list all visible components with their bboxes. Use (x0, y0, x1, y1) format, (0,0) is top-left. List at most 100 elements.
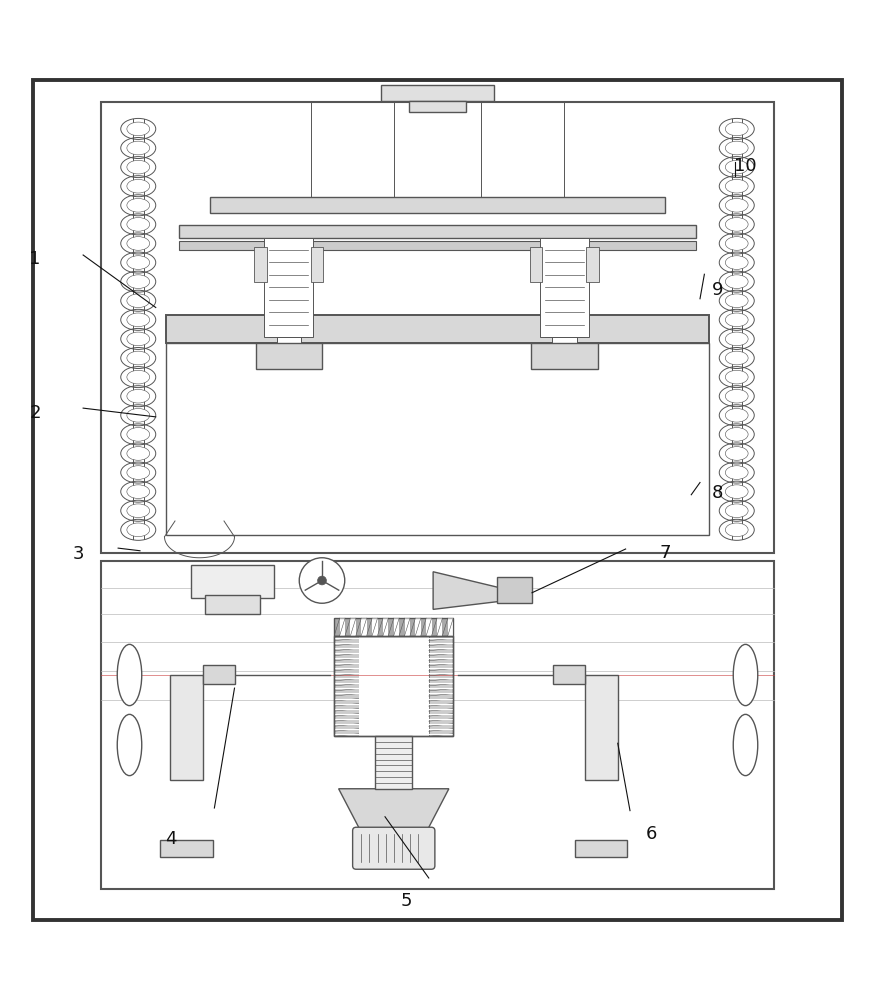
Circle shape (299, 558, 345, 603)
Bar (166, 314, 709, 342)
Ellipse shape (725, 447, 748, 460)
Ellipse shape (117, 714, 142, 776)
Ellipse shape (127, 237, 150, 250)
Bar (375, 736, 412, 789)
Ellipse shape (725, 198, 748, 212)
Polygon shape (394, 618, 399, 636)
Ellipse shape (127, 294, 150, 308)
Ellipse shape (127, 122, 150, 136)
Text: 1: 1 (30, 250, 41, 268)
Ellipse shape (127, 523, 150, 537)
Polygon shape (367, 618, 372, 636)
Bar (530, 247, 542, 282)
Bar (179, 241, 696, 250)
Ellipse shape (725, 523, 748, 537)
Polygon shape (372, 618, 377, 636)
Text: 10: 10 (734, 157, 757, 175)
Bar (497, 577, 532, 603)
Bar (276, 337, 301, 359)
Text: 4: 4 (164, 830, 177, 848)
Ellipse shape (127, 256, 150, 269)
Text: 7: 7 (659, 544, 671, 562)
Ellipse shape (725, 370, 748, 384)
Bar (191, 565, 274, 598)
Ellipse shape (127, 485, 150, 498)
Bar (255, 342, 322, 369)
Ellipse shape (733, 644, 758, 706)
Bar (101, 561, 774, 889)
Text: 5: 5 (400, 892, 412, 910)
Text: 9: 9 (711, 281, 724, 299)
FancyBboxPatch shape (353, 827, 435, 869)
Ellipse shape (725, 122, 748, 136)
Ellipse shape (725, 389, 748, 403)
Bar (584, 675, 618, 780)
Ellipse shape (725, 275, 748, 288)
Bar (429, 636, 453, 736)
Ellipse shape (117, 644, 142, 706)
Ellipse shape (725, 504, 748, 518)
Polygon shape (340, 618, 345, 636)
Circle shape (318, 576, 326, 585)
Bar (409, 101, 466, 111)
Polygon shape (443, 618, 448, 636)
Ellipse shape (725, 256, 748, 269)
Bar (166, 342, 709, 535)
Bar (179, 225, 696, 237)
Ellipse shape (127, 351, 150, 365)
Polygon shape (388, 618, 394, 636)
Polygon shape (448, 618, 453, 636)
Bar (160, 840, 213, 857)
Bar (575, 840, 627, 857)
Ellipse shape (127, 466, 150, 479)
Ellipse shape (127, 447, 150, 460)
Polygon shape (437, 618, 443, 636)
Polygon shape (404, 618, 410, 636)
Polygon shape (339, 789, 449, 831)
Ellipse shape (725, 294, 748, 308)
Bar (334, 636, 453, 736)
Polygon shape (345, 618, 351, 636)
Ellipse shape (725, 485, 748, 498)
Polygon shape (351, 618, 356, 636)
Ellipse shape (127, 408, 150, 422)
Polygon shape (383, 618, 388, 636)
Ellipse shape (725, 218, 748, 231)
Bar (334, 618, 453, 636)
Ellipse shape (127, 332, 150, 346)
Polygon shape (334, 618, 340, 636)
Ellipse shape (725, 141, 748, 155)
Polygon shape (431, 618, 437, 636)
Ellipse shape (725, 237, 748, 250)
Ellipse shape (725, 466, 748, 479)
Bar (205, 594, 260, 614)
Ellipse shape (127, 313, 150, 327)
Polygon shape (377, 618, 383, 636)
Bar (540, 237, 589, 337)
Bar (264, 237, 313, 337)
Bar (359, 636, 429, 736)
Polygon shape (426, 618, 431, 636)
Ellipse shape (725, 332, 748, 346)
Bar (334, 636, 453, 736)
Text: 8: 8 (712, 484, 723, 502)
Ellipse shape (725, 408, 748, 422)
Ellipse shape (725, 179, 748, 193)
Text: 6: 6 (646, 825, 658, 843)
Bar (311, 247, 323, 282)
Polygon shape (433, 572, 499, 609)
Ellipse shape (127, 218, 150, 231)
Polygon shape (421, 618, 426, 636)
Ellipse shape (725, 428, 748, 441)
Bar (170, 675, 203, 780)
Ellipse shape (127, 198, 150, 212)
Text: 3: 3 (73, 545, 85, 563)
Bar (381, 85, 494, 101)
Polygon shape (361, 618, 367, 636)
Ellipse shape (127, 504, 150, 518)
Ellipse shape (127, 428, 150, 441)
Bar (255, 247, 267, 282)
Ellipse shape (725, 160, 748, 174)
Bar (531, 342, 598, 369)
Ellipse shape (127, 179, 150, 193)
